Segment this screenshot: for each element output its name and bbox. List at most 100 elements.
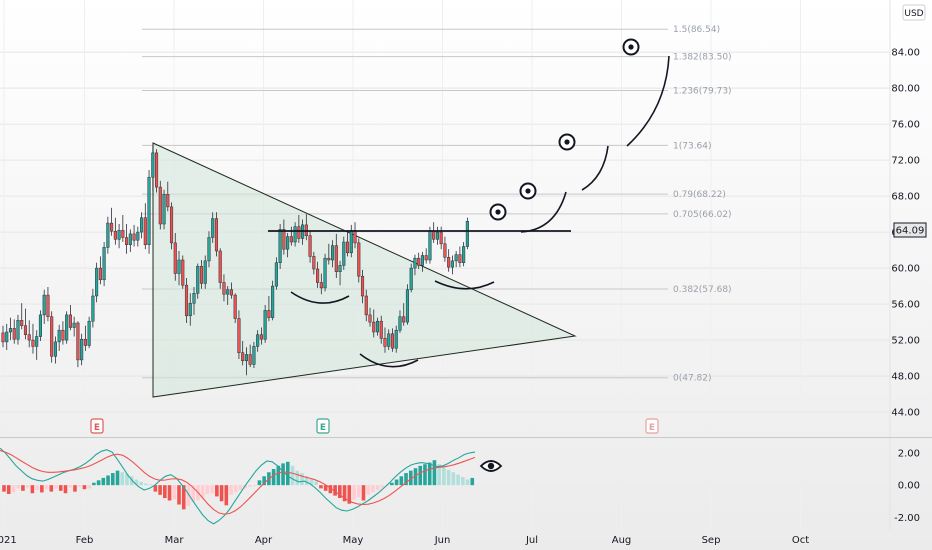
candle bbox=[1, 325, 5, 348]
target-markers[interactable] bbox=[489, 38, 640, 221]
candle bbox=[398, 310, 402, 333]
projection-arc-3 bbox=[626, 55, 670, 147]
histogram-bar bbox=[271, 469, 276, 486]
candle bbox=[286, 233, 290, 258]
histogram-bar bbox=[338, 485, 342, 499]
candle bbox=[271, 280, 275, 321]
earnings-badge[interactable]: E bbox=[316, 418, 330, 434]
target-circle-icon[interactable] bbox=[489, 203, 507, 221]
histogram-bar bbox=[342, 485, 347, 502]
candle bbox=[151, 145, 155, 191]
candle bbox=[226, 286, 230, 305]
histogram-bar bbox=[394, 479, 399, 486]
indicator-tick-label: 2.00 bbox=[898, 448, 920, 459]
price-tick-label: 60.00 bbox=[891, 264, 920, 275]
candle bbox=[46, 287, 50, 322]
earnings-badge[interactable]: E bbox=[90, 418, 104, 434]
histogram-bar bbox=[356, 485, 361, 498]
candle bbox=[462, 242, 466, 267]
curve-annotations[interactable] bbox=[290, 55, 670, 368]
histogram-bar bbox=[21, 485, 25, 491]
candle bbox=[297, 215, 301, 243]
indicator-tick-label: -2.00 bbox=[894, 513, 920, 524]
candle bbox=[379, 315, 383, 344]
histogram-bar bbox=[375, 485, 380, 490]
candle bbox=[173, 233, 177, 281]
candle bbox=[372, 309, 376, 338]
histogram-bar bbox=[30, 485, 35, 494]
histogram-bar bbox=[158, 485, 162, 495]
candle bbox=[443, 236, 447, 262]
histogram-bar bbox=[252, 485, 257, 486]
candle bbox=[166, 181, 170, 212]
candle bbox=[5, 323, 9, 350]
macd-line bbox=[0, 447, 476, 525]
histogram-bar bbox=[101, 477, 106, 486]
candle bbox=[68, 305, 72, 331]
histogram-bar bbox=[229, 485, 233, 495]
time-tick-label: Feb bbox=[76, 535, 94, 546]
candle bbox=[402, 303, 406, 326]
histogram-bar bbox=[186, 485, 191, 507]
target-circle-icon[interactable] bbox=[558, 133, 576, 151]
candle bbox=[342, 236, 346, 270]
candle bbox=[289, 226, 293, 246]
histogram-bar bbox=[58, 485, 63, 491]
histogram-bar bbox=[129, 476, 134, 486]
earnings-badge[interactable]: E bbox=[645, 418, 659, 434]
histogram-bar bbox=[366, 485, 371, 495]
candle bbox=[447, 249, 451, 272]
target-circle-icon[interactable] bbox=[622, 38, 640, 56]
histogram-bar bbox=[167, 485, 172, 501]
price-tick-label: 76.00 bbox=[891, 120, 920, 131]
candle bbox=[222, 274, 226, 302]
histogram-bar bbox=[77, 485, 82, 487]
candle bbox=[121, 215, 125, 242]
histogram-bar bbox=[314, 481, 318, 486]
candle bbox=[91, 288, 95, 328]
candle bbox=[259, 327, 263, 345]
candle bbox=[76, 321, 80, 368]
candle bbox=[387, 329, 391, 350]
fib-level-label: 0.79(68.22) bbox=[673, 190, 726, 200]
target-circle-icon[interactable] bbox=[519, 182, 537, 200]
histogram-bar bbox=[295, 470, 300, 486]
last-price-value: 64.09 bbox=[896, 226, 925, 237]
time-tick-label: Aug bbox=[612, 535, 632, 546]
candle bbox=[140, 212, 144, 239]
eye-icon[interactable] bbox=[479, 460, 503, 472]
candle bbox=[244, 347, 248, 376]
candle bbox=[345, 230, 350, 257]
candle bbox=[229, 282, 233, 299]
currency-badge[interactable]: USD bbox=[902, 4, 926, 21]
macd-indicator bbox=[0, 447, 476, 525]
time-axis[interactable]: 2021 Feb Mar Apr May Jun Jul Aug Sep Oct bbox=[0, 535, 809, 546]
histogram-bar bbox=[290, 465, 295, 486]
histogram-bar bbox=[323, 485, 328, 491]
candle bbox=[136, 226, 140, 247]
candle bbox=[158, 180, 162, 230]
histogram-bar bbox=[451, 472, 456, 486]
histogram-bar bbox=[371, 485, 375, 493]
histogram-bar bbox=[408, 470, 413, 486]
histogram-bar bbox=[465, 479, 470, 486]
candle bbox=[147, 170, 151, 254]
histogram-bar bbox=[215, 485, 219, 497]
histogram-bar bbox=[35, 485, 39, 490]
fib-level-label: 0.705(66.02) bbox=[673, 210, 732, 220]
projection-arc-1 bbox=[520, 191, 567, 233]
candle bbox=[331, 240, 335, 268]
candle bbox=[61, 321, 65, 345]
arc-head bbox=[359, 353, 419, 368]
histogram-bar bbox=[177, 485, 181, 505]
projection-arc-2 bbox=[581, 145, 609, 191]
candle bbox=[323, 253, 327, 292]
histogram-bar bbox=[49, 485, 54, 492]
histogram-bar bbox=[44, 485, 49, 490]
symmetrical-triangle[interactable] bbox=[152, 142, 577, 398]
candle bbox=[20, 303, 24, 330]
histogram-bar bbox=[328, 485, 333, 494]
